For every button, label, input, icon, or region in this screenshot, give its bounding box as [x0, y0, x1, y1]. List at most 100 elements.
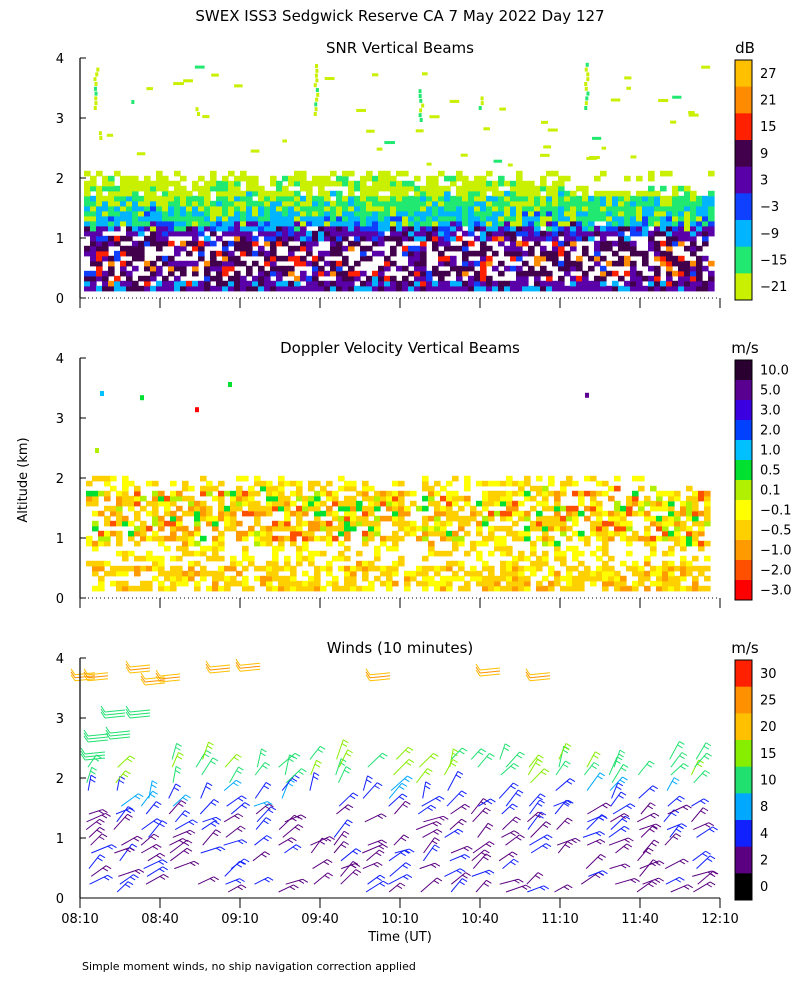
snr-cell	[246, 190, 253, 197]
snr-cell	[540, 285, 547, 292]
wind-barb	[120, 793, 139, 807]
doppler-cell	[338, 485, 345, 492]
doppler-cell	[212, 575, 219, 582]
wind-barb	[709, 828, 715, 833]
doppler-cell	[224, 515, 231, 522]
wind-barb	[451, 747, 463, 760]
snr-cell	[312, 275, 319, 282]
snr-cell	[168, 220, 175, 227]
doppler-cell	[218, 515, 225, 522]
doppler-cell	[650, 540, 657, 547]
snr-cell	[480, 185, 487, 192]
snr-cell	[672, 190, 679, 197]
doppler-cell	[500, 480, 507, 487]
doppler-cell	[134, 530, 141, 537]
doppler-cell	[278, 565, 285, 572]
doppler-cell	[458, 565, 465, 572]
doppler-cell	[560, 515, 567, 522]
doppler-cell	[116, 585, 123, 592]
snr-cell	[384, 205, 391, 212]
wind-barb	[527, 759, 538, 776]
snr-cell	[444, 185, 451, 192]
snr-cell	[138, 200, 145, 207]
snr-cell	[264, 225, 271, 232]
wind-barb	[649, 787, 655, 792]
snr-cell	[108, 180, 115, 187]
snr-cell	[642, 260, 649, 267]
snr-cell	[84, 230, 91, 237]
snr-cell	[150, 200, 157, 207]
wind-barb	[547, 834, 553, 839]
snr-cell	[90, 280, 97, 287]
doppler-cell	[350, 485, 357, 492]
snr-cell	[210, 200, 217, 207]
wind-barb	[288, 758, 294, 763]
snr-cell	[618, 195, 625, 202]
snr-cell	[114, 195, 121, 202]
snr-cell	[252, 200, 259, 207]
doppler-cell	[650, 545, 657, 552]
snr-cell	[384, 220, 391, 227]
doppler-cell	[638, 580, 645, 587]
snr-cell	[315, 78, 319, 83]
doppler-cell	[320, 520, 327, 527]
doppler-cell	[692, 500, 699, 507]
snr-cell	[462, 255, 469, 262]
snr-cell	[348, 220, 355, 227]
snr-cell	[510, 240, 517, 247]
snr-cell	[336, 285, 343, 292]
doppler-cell	[134, 585, 141, 592]
wind-barb	[424, 771, 431, 776]
snr-cell	[372, 190, 379, 197]
snr-cell	[264, 255, 271, 262]
doppler-cell	[326, 490, 333, 497]
snr-cell	[636, 220, 643, 227]
snr-cell	[414, 260, 421, 267]
wind-barb	[686, 804, 692, 809]
doppler-cell	[374, 490, 381, 497]
snr-cell	[528, 265, 535, 272]
wind-barb	[90, 770, 96, 775]
snr-cell	[222, 255, 229, 262]
snr-cell	[486, 285, 493, 292]
doppler-cell	[614, 505, 621, 512]
wind-barb	[680, 765, 686, 770]
doppler-cell	[554, 570, 561, 577]
snr-cell	[606, 230, 613, 237]
snr-cell	[588, 225, 595, 232]
snr-cell	[108, 175, 115, 182]
snr-cell	[654, 195, 661, 202]
doppler-cell	[506, 495, 513, 502]
snr-cell	[576, 260, 583, 267]
doppler-cell	[374, 565, 381, 572]
snr-cell	[138, 275, 145, 282]
colorbar-swatch	[735, 400, 752, 421]
snr-cell	[294, 260, 301, 267]
doppler-cell	[590, 570, 597, 577]
doppler-cell	[458, 585, 465, 592]
doppler-cell	[320, 550, 327, 557]
wind-barb	[677, 744, 683, 749]
snr-cell	[222, 200, 229, 207]
doppler-cell	[524, 525, 531, 532]
doppler-cell	[704, 510, 711, 517]
doppler-cell	[572, 585, 579, 592]
wind-barb	[512, 851, 518, 856]
doppler-cell	[596, 505, 603, 512]
doppler-cell	[386, 585, 393, 592]
doppler-cell	[446, 585, 453, 592]
snr-cell	[150, 180, 157, 187]
snr-cell	[492, 185, 499, 192]
wind-barb	[477, 751, 484, 756]
wind-barb	[564, 844, 571, 849]
doppler-cell	[188, 510, 195, 517]
snr-cell	[234, 175, 241, 182]
doppler-cell	[662, 525, 669, 532]
snr-cell	[612, 230, 619, 237]
snr-cell	[312, 180, 319, 187]
wind-barb	[450, 878, 463, 893]
snr-cell	[342, 275, 349, 282]
wind-barb	[436, 877, 443, 882]
doppler-cell	[518, 575, 525, 582]
wind-barb	[580, 872, 599, 885]
